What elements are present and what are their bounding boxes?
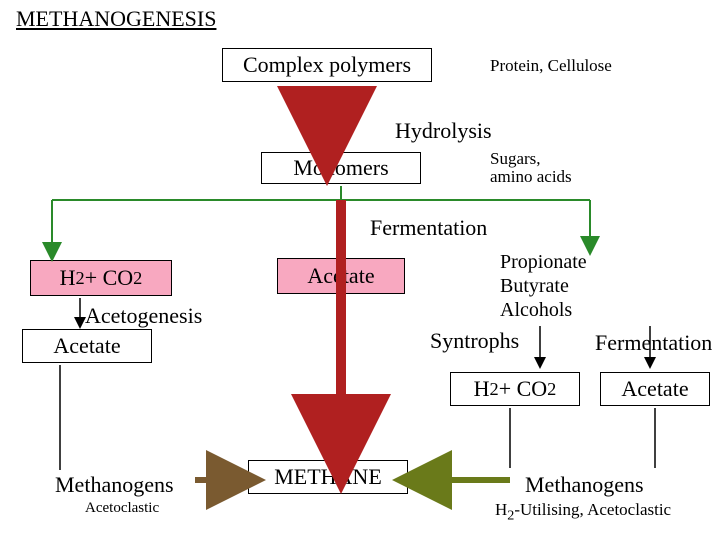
label-methanogens-right: Methanogens: [525, 472, 644, 498]
label-methanogens-left: Methanogens: [55, 472, 174, 498]
stage-fermentation-1: Fermentation: [370, 215, 487, 241]
stage-hydrolysis: Hydrolysis: [395, 118, 492, 144]
annot-protein-cellulose: Protein, Cellulose: [490, 56, 612, 76]
box-monomers: Monomers: [261, 152, 421, 184]
annot-sugars-l2: amino acids: [490, 167, 572, 186]
annot-propionate: Propionate Butyrate Alcohols: [500, 250, 587, 322]
stage-syntrophs: Syntrophs: [430, 328, 519, 354]
box-h2co2-right: H2 + CO2: [450, 372, 580, 406]
box-complex-polymers: Complex polymers: [222, 48, 432, 82]
box-h2co2-left: H2 + CO2: [30, 260, 172, 296]
box-methane: METHANE: [248, 460, 408, 494]
box-acetate-center: Acetate: [277, 258, 405, 294]
annot-sugars: Sugars, amino acids: [490, 150, 572, 186]
box-acetate-right: Acetate: [600, 372, 710, 406]
annot-sugars-l1: Sugars,: [490, 149, 541, 168]
label-h2-utilising: H2-Utilising, Acetoclastic: [495, 500, 671, 524]
stage-acetogenesis: Acetogenesis: [85, 303, 202, 329]
page-title: METHANOGENESIS: [16, 6, 216, 32]
stage-fermentation-2: Fermentation: [595, 330, 712, 356]
box-acetate-left: Acetate: [22, 329, 152, 363]
label-acetoclastic: Acetoclastic: [85, 500, 159, 517]
